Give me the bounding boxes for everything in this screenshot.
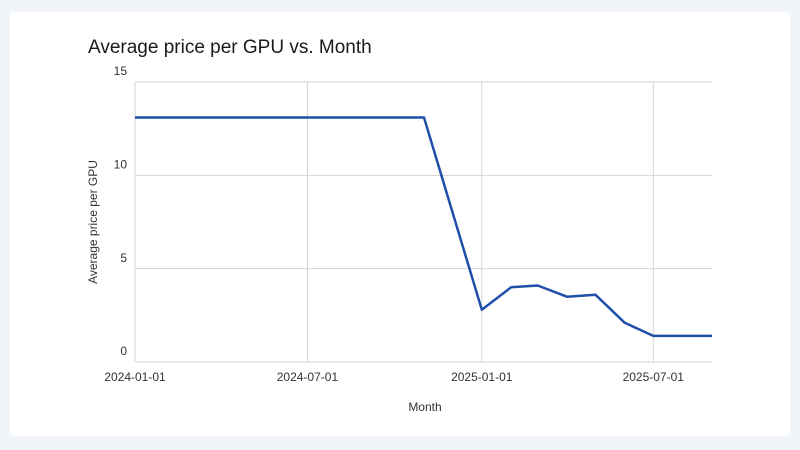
y-tick-label: 5	[120, 251, 127, 265]
data-line	[135, 116, 712, 338]
chart-card	[10, 12, 790, 436]
x-tick-label: 2024-01-01	[104, 370, 166, 384]
y-tick-label: 15	[114, 64, 128, 78]
x-tick-label: 2025-07-01	[623, 370, 685, 384]
y-tick-label: 0	[120, 344, 127, 358]
x-tick-label: 2025-01-01	[451, 370, 513, 384]
y-axis-label: Average price per GPU	[86, 160, 100, 284]
x-tick-label: 2024-07-01	[277, 370, 339, 384]
x-axis-label: Month	[408, 400, 441, 414]
chart-title: Average price per GPU vs. Month	[88, 37, 372, 58]
y-tick-label: 10	[114, 158, 128, 172]
